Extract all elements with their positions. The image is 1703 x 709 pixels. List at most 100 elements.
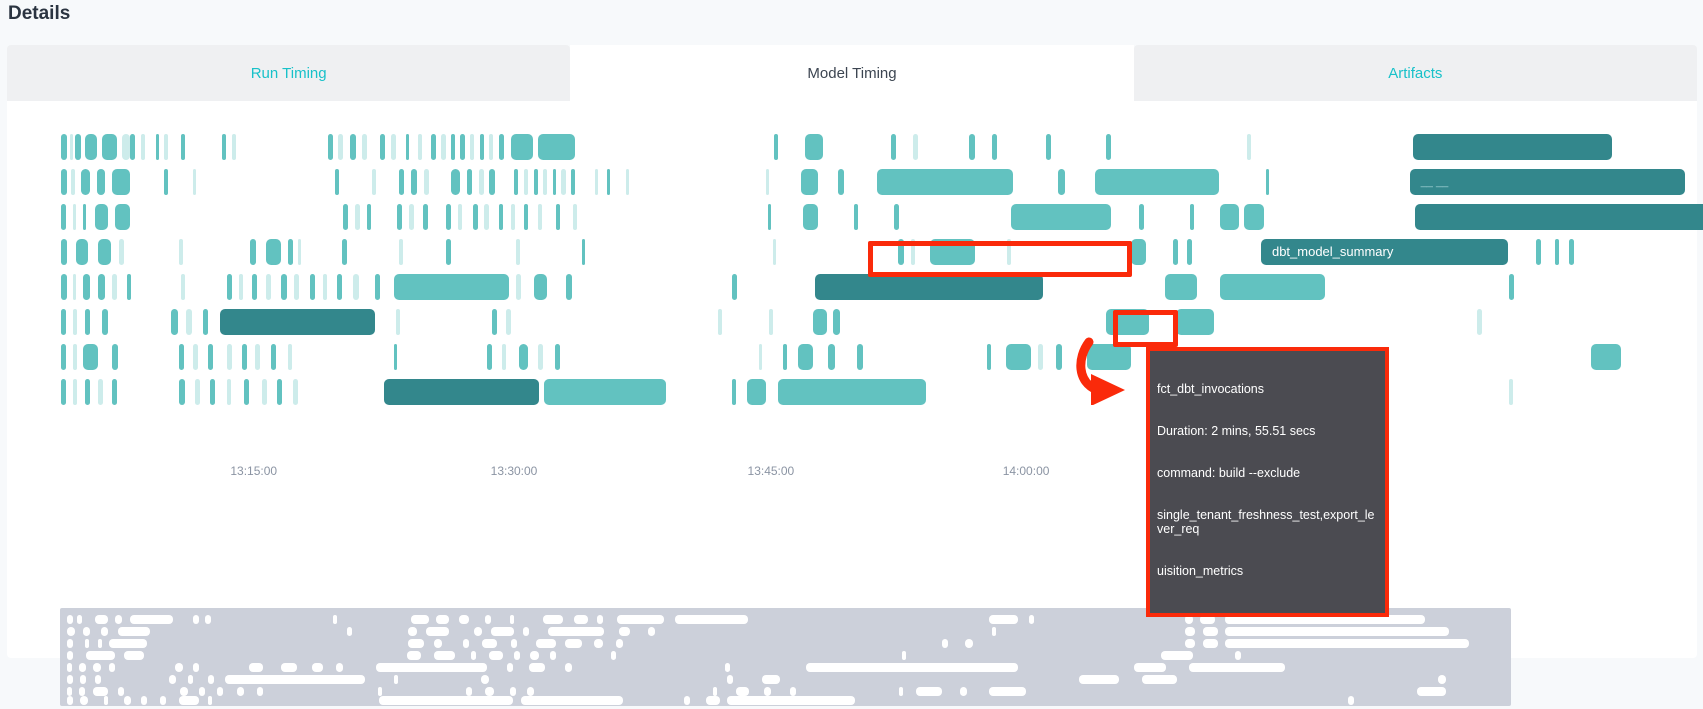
gantt-bar[interactable] — [1130, 239, 1147, 265]
gantt-bar[interactable] — [287, 239, 293, 265]
gantt-bar[interactable] — [126, 274, 132, 300]
gantt-bar[interactable] — [115, 204, 130, 230]
gantt-bar[interactable] — [61, 204, 67, 230]
gantt-bar[interactable] — [554, 344, 561, 370]
gantt-bar[interactable] — [1220, 274, 1326, 300]
gantt-bar[interactable] — [777, 379, 927, 405]
gantt-bar[interactable] — [890, 134, 896, 160]
gantt-bar[interactable] — [262, 379, 268, 405]
gantt-bar[interactable] — [1247, 134, 1251, 160]
gantt-bar[interactable] — [498, 204, 503, 230]
gantt-bar[interactable] — [894, 204, 900, 230]
gantt-bar[interactable] — [838, 169, 844, 195]
gantt-bar[interactable] — [366, 204, 372, 230]
gantt-bar[interactable] — [72, 204, 77, 230]
gantt-bar[interactable] — [556, 204, 561, 230]
gantt-bar[interactable] — [323, 274, 328, 300]
tab-artifacts[interactable]: Artifacts — [1133, 45, 1697, 101]
gantt-bar[interactable] — [350, 134, 356, 160]
gantt-bar[interactable] — [833, 309, 841, 335]
gantt-bar[interactable] — [241, 344, 247, 370]
gantt-bar[interactable] — [83, 344, 99, 370]
gantt-bar[interactable] — [238, 274, 243, 300]
gantt-bar[interactable] — [405, 134, 410, 160]
gantt-bar[interactable] — [179, 239, 183, 265]
gantt-bar[interactable] — [61, 134, 67, 160]
gantt-bar[interactable] — [534, 169, 538, 195]
gantt-bar[interactable] — [459, 134, 465, 160]
gantt-bar[interactable] — [179, 379, 186, 405]
gantt-bar[interactable] — [451, 169, 460, 195]
gantt-bar[interactable] — [287, 344, 292, 370]
gantt-bar[interactable] — [270, 344, 276, 370]
gantt-bar[interactable] — [226, 344, 232, 370]
gantt-bar[interactable] — [111, 169, 131, 195]
gantt-bar[interactable] — [801, 169, 819, 195]
gantt-bar[interactable] — [375, 274, 380, 300]
gantt-bar[interactable] — [853, 204, 858, 230]
gantt-bar[interactable] — [111, 344, 118, 370]
gantt-bar[interactable] — [1086, 344, 1131, 370]
gantt-bar[interactable] — [544, 379, 667, 405]
gantt-bar[interactable] — [537, 204, 542, 230]
gantt-bar[interactable] — [170, 309, 178, 335]
gantt-bar[interactable] — [1005, 344, 1032, 370]
gantt-bar[interactable] — [519, 344, 528, 370]
gantt-bar[interactable] — [1509, 379, 1513, 405]
gantt-bar[interactable] — [226, 379, 231, 405]
tab-run-timing[interactable]: Run Timing — [7, 45, 571, 101]
gantt-bar[interactable] — [772, 239, 776, 265]
gantt-bar[interactable] — [911, 239, 916, 265]
gantt-bar[interactable] — [250, 239, 257, 265]
gantt-bar[interactable] — [581, 239, 585, 265]
gantt-bar[interactable] — [98, 239, 111, 265]
gantt-bar[interactable] — [1095, 169, 1219, 195]
gantt-bar[interactable] — [1536, 239, 1541, 265]
gantt-bar[interactable] — [478, 169, 484, 195]
gantt-bar[interactable] — [255, 344, 260, 370]
gantt-bar[interactable] — [181, 274, 186, 300]
gantt-bar[interactable] — [84, 309, 90, 335]
gantt-bar[interactable] — [98, 379, 104, 405]
gantt-bar[interactable] — [534, 274, 547, 300]
gantt-bar[interactable] — [417, 134, 422, 160]
gantt-bar[interactable] — [1220, 204, 1239, 230]
gantt-bar[interactable] — [492, 309, 498, 335]
gantt-bar[interactable] — [101, 309, 108, 335]
gantt-bar[interactable] — [804, 134, 824, 160]
gantt-bar[interactable] — [192, 344, 198, 370]
gantt-bar[interactable] — [458, 204, 463, 230]
gantt-bar[interactable] — [483, 204, 489, 230]
gantt-bar[interactable] — [101, 134, 117, 160]
gantt-bar[interactable] — [277, 379, 283, 405]
gantt-bar[interactable] — [1056, 344, 1062, 370]
gantt-bar[interactable] — [877, 169, 1013, 195]
gantt-bar[interactable] — [334, 169, 340, 195]
gantt-bar[interactable] — [1058, 169, 1065, 195]
gantt-bar[interactable] — [164, 134, 169, 160]
gantt-bar[interactable] — [380, 134, 385, 160]
gantt-bar[interactable] — [446, 239, 451, 265]
gantt-bar[interactable] — [84, 379, 90, 405]
gantt-bar[interactable] — [1413, 134, 1613, 160]
gantt-bar[interactable] — [61, 239, 67, 265]
gantt-bar[interactable] — [782, 344, 787, 370]
gantt-bar[interactable] — [424, 169, 430, 195]
gantt-bar[interactable] — [179, 344, 185, 370]
gantt-bar[interactable] — [231, 134, 236, 160]
gantt-bar[interactable] — [537, 134, 575, 160]
gantt-bar[interactable] — [208, 344, 214, 370]
gantt-bar[interactable]: dbt_model_summary — [1260, 239, 1508, 265]
gantt-bar[interactable] — [1590, 344, 1621, 370]
gantt-bar[interactable] — [571, 169, 575, 195]
gantt-bar[interactable] — [510, 134, 533, 160]
gantt-bar[interactable] — [409, 204, 415, 230]
gantt-bar[interactable] — [155, 134, 160, 160]
gantt-bar[interactable] — [912, 134, 918, 160]
gantt-bar[interactable] — [929, 239, 976, 265]
gantt-bar[interactable] — [111, 379, 117, 405]
gantt-bar[interactable] — [515, 239, 520, 265]
gantt-bar[interactable] — [399, 239, 404, 265]
gantt-bar[interactable] — [488, 169, 495, 195]
gantt-bar[interactable] — [72, 379, 78, 405]
